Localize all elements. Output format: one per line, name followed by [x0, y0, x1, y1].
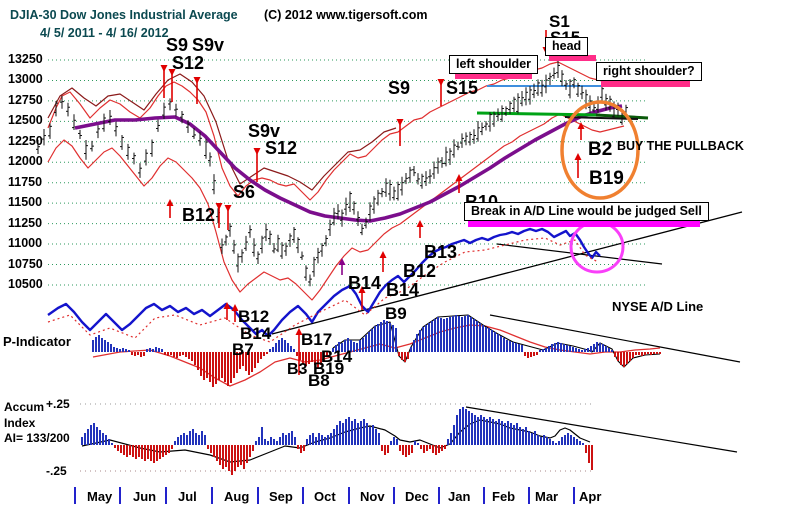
month-label-jun: Jun: [133, 489, 157, 504]
month-label-jul: Jul: [178, 489, 197, 504]
y-axis-label: 11750: [8, 174, 43, 189]
signal-label-b14: B14: [240, 324, 272, 343]
copyright-text: (C) 2012 www.tigersoft.com: [264, 8, 428, 22]
signal-label-b12: B12: [403, 261, 437, 281]
y-axis-label: 11500: [8, 195, 43, 210]
signal-label-b12: B12: [182, 205, 216, 225]
month-label-mar: Mar: [535, 489, 559, 504]
month-label-jan: Jan: [448, 489, 471, 504]
month-label-may: May: [87, 489, 113, 504]
nyse-ad-line-label: NYSE A/D Line: [612, 299, 704, 314]
month-label-feb: Feb: [492, 489, 516, 504]
callout-underline-break-ad: [468, 221, 700, 227]
callout-underline-right-shoulder: [601, 81, 690, 87]
y-axis-label: 12000: [8, 154, 43, 169]
signal-label-b19: B19: [313, 359, 345, 378]
y-axis-label: 12500: [8, 113, 43, 128]
signal-label-b9: B9: [385, 304, 407, 323]
y-axis-label: 10500: [8, 276, 43, 291]
signal-label-b14: B14: [386, 280, 420, 300]
y-axis-label: 11250: [8, 215, 43, 230]
y-axis-label: 11000: [8, 236, 43, 251]
plus-25-label: +.25: [46, 397, 70, 411]
signal-label-b2: B2: [588, 139, 613, 160]
signal-label-s6: S6: [233, 182, 256, 202]
p-indicator-label: P-Indicator: [3, 334, 71, 349]
ai-value-label: AI= 133/200: [4, 431, 70, 445]
callout-head: head: [545, 37, 589, 57]
signal-label-s12: S12: [265, 138, 298, 158]
signal-label-s9: S9: [166, 35, 189, 55]
signal-label-b14: B14: [321, 347, 353, 366]
y-axis-label: 13250: [8, 52, 43, 66]
signal-label-b19: B19: [589, 168, 624, 189]
signal-label-b12: B12: [238, 307, 270, 326]
signal-label-b17: B17: [301, 330, 333, 349]
signal-label-b8: B8: [308, 371, 330, 390]
signal-label-b3: B3: [287, 361, 308, 378]
chart-date-range: 4/ 5/ 2011 - 4/ 16/ 2012: [40, 26, 169, 40]
month-label-apr: Apr: [579, 489, 602, 504]
signal-label-b13: B13: [424, 242, 458, 262]
signal-label-b7: B7: [232, 340, 254, 359]
y-axis-label: 10750: [8, 256, 43, 271]
signal-label-s15: S15: [446, 78, 479, 98]
signal-label-s9: S9: [388, 78, 411, 98]
y-axis-label: 12250: [8, 133, 43, 148]
buy-the-pullback-label: BUY THE PULLBACK: [617, 139, 744, 153]
y-axis-label: 13000: [8, 72, 43, 87]
month-label-dec: Dec: [405, 489, 429, 504]
y-axis-label: 12750: [8, 92, 43, 107]
chart-title: DJIA-30 Dow Jones Industrial Average: [10, 8, 238, 22]
month-label-sep: Sep: [269, 489, 293, 504]
callout-underline-left-shoulder: [455, 73, 532, 79]
month-label-oct: Oct: [314, 489, 336, 504]
signal-label-s9v: S9v: [192, 35, 225, 55]
signal-label-s12: S12: [172, 53, 205, 73]
callout-left-shoulder: left shoulder: [449, 55, 539, 75]
callout-underline-head: [549, 55, 596, 61]
signal-label-s9v: S9v: [248, 121, 281, 141]
signal-label-b14: B14: [348, 273, 382, 293]
month-label-aug: Aug: [224, 489, 250, 504]
accum-label: Accum: [4, 400, 45, 414]
callout-break-ad: Break in A/D Line would be judged Sell: [464, 202, 709, 222]
callout-right-shoulder: right shoulder?: [596, 62, 702, 82]
month-label-nov: Nov: [360, 489, 385, 504]
signal-label-s1: S1: [549, 12, 570, 31]
index-label: Index: [4, 416, 36, 430]
minus-25-label: -.25: [46, 464, 67, 478]
